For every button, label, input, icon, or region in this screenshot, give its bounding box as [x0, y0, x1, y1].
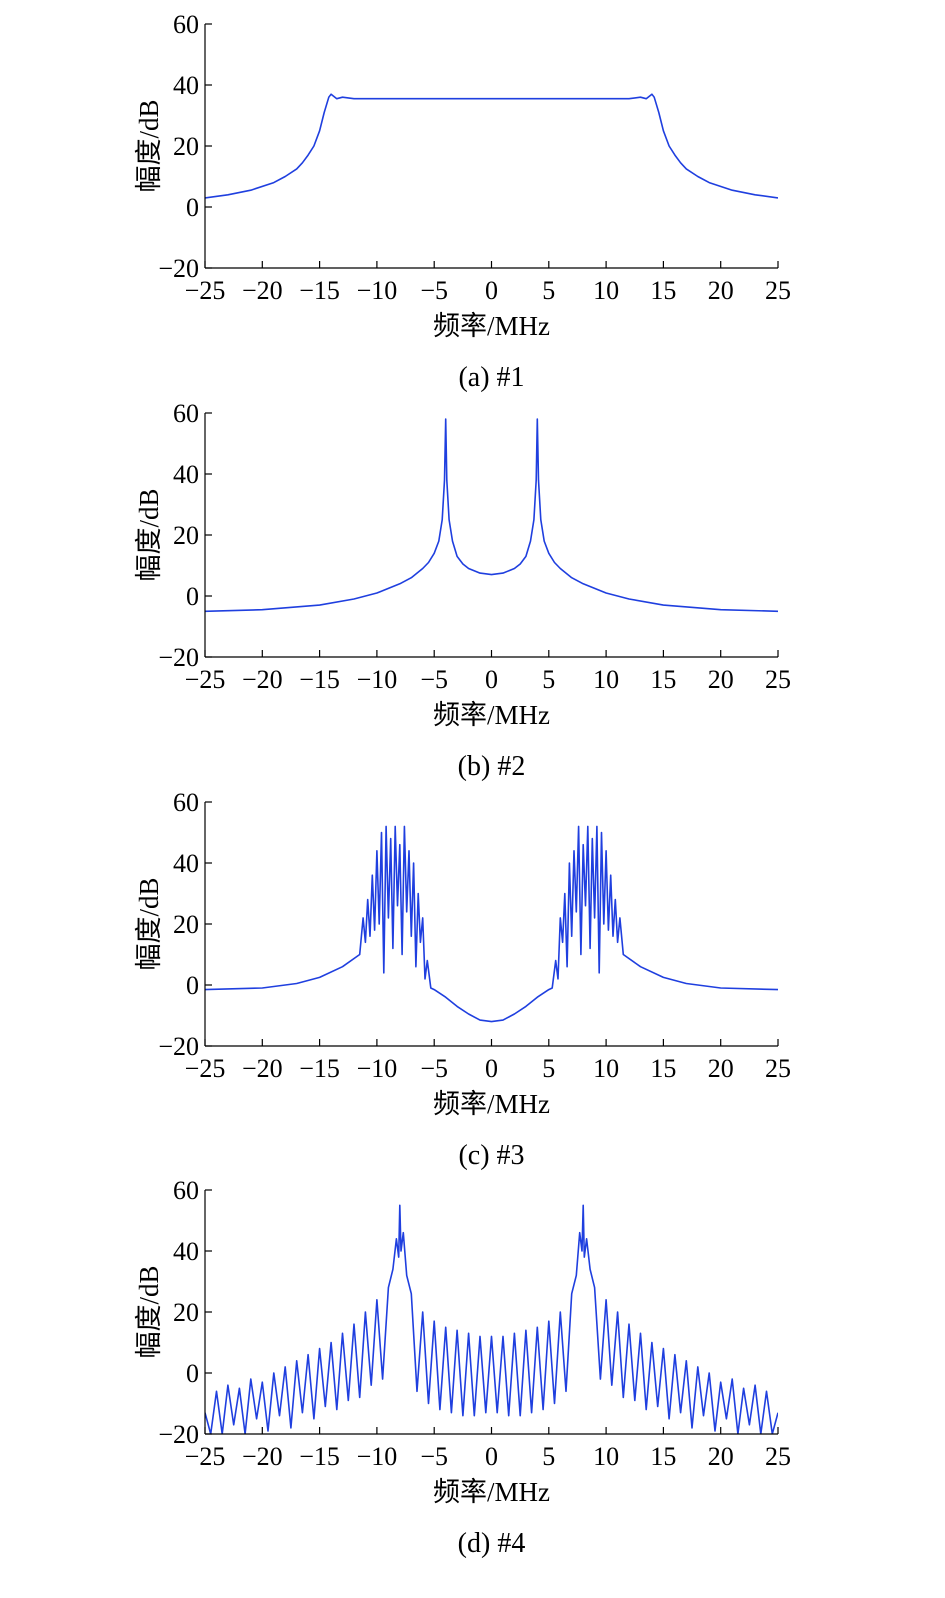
x-tick-label: −20 — [242, 1442, 283, 1471]
x-tick-label: 25 — [765, 276, 791, 305]
x-tick-label: 20 — [708, 1442, 734, 1471]
series-line — [205, 418, 778, 613]
y-axis-label: 幅度/dB — [134, 99, 164, 192]
x-tick-label: 10 — [593, 276, 619, 305]
y-tick-label: 40 — [173, 71, 199, 100]
x-tick-label: 10 — [593, 1442, 619, 1471]
x-tick-label: −10 — [357, 665, 398, 694]
x-tick-label: 15 — [650, 1442, 676, 1471]
y-tick-label: 0 — [186, 582, 199, 611]
y-tick-label: 0 — [186, 971, 199, 1000]
x-axis-label: 频率/MHz — [433, 700, 550, 730]
x-tick-label: 5 — [542, 276, 555, 305]
x-tick-label: 0 — [485, 1054, 498, 1083]
x-tick-label: −20 — [242, 665, 283, 694]
y-axis-label: 幅度/dB — [134, 488, 164, 581]
x-tick-label: −5 — [420, 1442, 448, 1471]
panel-caption: (d) #4 — [458, 1528, 526, 1559]
x-tick-label: −15 — [299, 276, 340, 305]
x-tick-label: −15 — [299, 1442, 340, 1471]
y-tick-label: 40 — [173, 849, 199, 878]
x-tick-label: −25 — [185, 276, 226, 305]
y-tick-label: 60 — [173, 399, 199, 428]
y-axis-label: 幅度/dB — [134, 1265, 164, 1358]
series-line — [205, 1204, 778, 1434]
x-tick-label: 15 — [650, 276, 676, 305]
y-tick-label: 0 — [186, 193, 199, 222]
x-tick-label: 0 — [485, 1442, 498, 1471]
y-tick-label: 20 — [173, 910, 199, 939]
y-axis-label: 幅度/dB — [134, 877, 164, 970]
x-tick-label: 5 — [542, 665, 555, 694]
x-tick-label: 5 — [542, 1054, 555, 1083]
y-tick-label: 20 — [173, 132, 199, 161]
panel-caption: (c) #3 — [458, 1140, 524, 1171]
x-tick-label: 25 — [765, 1054, 791, 1083]
y-tick-label: −20 — [158, 1420, 199, 1449]
x-tick-label: 20 — [708, 665, 734, 694]
x-axis-label: 频率/MHz — [433, 311, 550, 341]
x-tick-label: −25 — [185, 665, 226, 694]
y-tick-label: 60 — [173, 788, 199, 817]
x-tick-label: 25 — [765, 1442, 791, 1471]
y-tick-label: 60 — [173, 10, 199, 39]
x-tick-label: 15 — [650, 665, 676, 694]
x-tick-label: 20 — [708, 276, 734, 305]
x-tick-label: 25 — [765, 665, 791, 694]
x-tick-label: −10 — [357, 1442, 398, 1471]
x-tick-label: −20 — [242, 276, 283, 305]
y-tick-label: 40 — [173, 1237, 199, 1266]
x-tick-label: −20 — [242, 1054, 283, 1083]
x-tick-label: 0 — [485, 276, 498, 305]
x-tick-label: −5 — [420, 276, 448, 305]
x-tick-label: −25 — [185, 1054, 226, 1083]
x-tick-label: −5 — [420, 665, 448, 694]
x-axis-label: 频率/MHz — [433, 1089, 550, 1119]
panel-caption: (b) #2 — [458, 751, 526, 782]
panel-caption: (a) #1 — [458, 362, 524, 393]
x-tick-label: 10 — [593, 1054, 619, 1083]
y-tick-label: −20 — [158, 643, 199, 672]
x-tick-label: 0 — [485, 665, 498, 694]
x-tick-label: −15 — [299, 1054, 340, 1083]
y-tick-label: 60 — [173, 1176, 199, 1205]
y-tick-label: −20 — [158, 1032, 199, 1061]
x-tick-label: −5 — [420, 1054, 448, 1083]
y-tick-label: −20 — [158, 254, 199, 283]
series-line — [205, 825, 778, 1023]
series-line — [205, 93, 778, 199]
y-tick-label: 20 — [173, 1298, 199, 1327]
y-tick-label: 0 — [186, 1359, 199, 1388]
x-tick-label: −10 — [357, 1054, 398, 1083]
x-tick-label: 10 — [593, 665, 619, 694]
x-tick-label: 20 — [708, 1054, 734, 1083]
y-tick-label: 40 — [173, 460, 199, 489]
x-tick-label: −25 — [185, 1442, 226, 1471]
x-tick-label: −15 — [299, 665, 340, 694]
x-tick-label: −10 — [357, 276, 398, 305]
x-tick-label: 5 — [542, 1442, 555, 1471]
y-tick-label: 20 — [173, 521, 199, 550]
x-tick-label: 15 — [650, 1054, 676, 1083]
x-axis-label: 频率/MHz — [433, 1477, 550, 1507]
